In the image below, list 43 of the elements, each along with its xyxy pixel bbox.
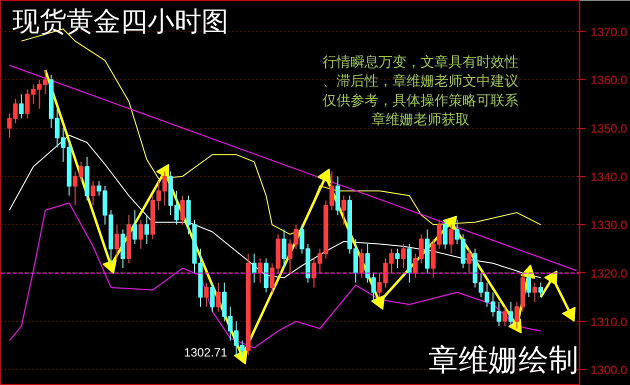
y-tick-label: 1310.0 [590,314,628,329]
candlestick [466,248,472,274]
y-tick-label: 1300.0 [590,363,628,378]
point [234,350,248,364]
candlestick [442,219,448,250]
line-series [8,134,542,278]
candlestick [258,258,262,284]
candlestick [502,306,508,327]
candlestick [359,248,364,278]
candlestick [532,282,538,302]
annotation: 行情瞬息万变，文章具有时效性、滞后性，章维姗老师文中建议仅供参考，具体操作策略可联系章维姗老师获取 [322,54,518,128]
chart-title: 现货黄金四小时图 [12,6,228,38]
point [317,168,331,184]
candlestick [180,195,185,226]
candlestick [448,224,454,254]
point [442,216,458,230]
annotation: 章维姗绘制 [428,342,578,378]
y-tick-label: 1350.0 [590,122,628,136]
y-tick-label: 1340.0 [590,170,628,184]
y-tick-label: 1320.0 [590,266,628,280]
candlestick [508,301,514,327]
candlestick [252,253,256,284]
candlestick [19,94,24,119]
candlestick [395,248,400,269]
annotation: 1302.71 [184,345,228,360]
point [371,294,385,310]
point [102,259,117,274]
candlestick [204,282,209,308]
candlestick [341,195,346,226]
y-tick-label: 1360.0 [590,73,628,88]
candlestick [132,210,138,244]
candlestick [114,224,120,259]
y-tick-label: 1370.0 [590,24,628,39]
candlestick [401,243,406,269]
candlestick [526,272,532,298]
candlestick [210,282,215,312]
candlestick [138,219,144,250]
candlestick [282,228,286,269]
candlestick [538,282,543,298]
candlestick [144,214,150,244]
candlestick [90,180,96,206]
candlestick [216,282,221,312]
y-tick-label: 1330.0 [590,218,628,232]
